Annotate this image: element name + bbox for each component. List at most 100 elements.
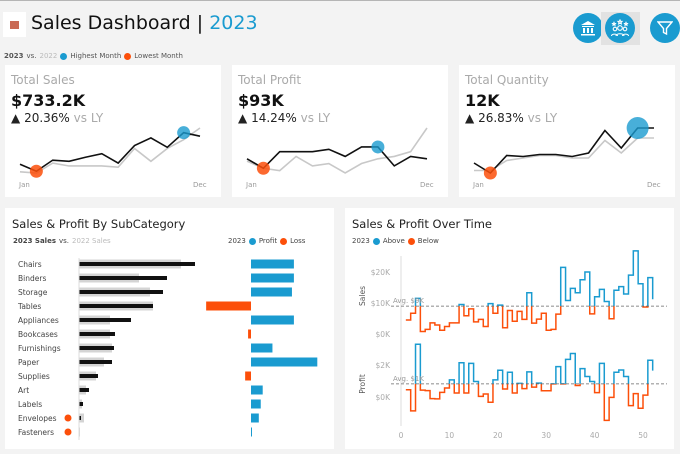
sales-2023-bar xyxy=(79,318,131,322)
year: 2023 xyxy=(209,12,258,34)
sales-tick-label: $10K xyxy=(371,299,391,308)
profit-tick-label: $2K xyxy=(376,361,392,370)
x-tick-label: 40 xyxy=(590,431,600,440)
profit-bar xyxy=(251,273,294,283)
kpi-card: Total Quantity 12K ▲ 26.83% vs LY Jan De… xyxy=(459,65,675,197)
up-triangle-icon: ▲ xyxy=(238,111,248,125)
start-month-label: Jan xyxy=(473,181,484,189)
profit-tick-label: $0K xyxy=(376,393,392,402)
customers-icon xyxy=(610,19,630,37)
category-label: Appliances xyxy=(18,316,59,325)
profit-below-line xyxy=(405,383,649,422)
overtime-title: Sales & Profit Over Time xyxy=(352,217,492,231)
highest-month-marker xyxy=(177,126,191,140)
previous-year-line xyxy=(19,127,201,174)
kpi-value: 12K xyxy=(465,91,500,110)
category-label: Supplies xyxy=(18,372,50,381)
profit-bar xyxy=(251,427,252,437)
profit-legend: 2023 Profit Loss xyxy=(228,237,306,245)
lowest-month-marker xyxy=(29,164,43,178)
up-triangle-icon: ▲ xyxy=(11,111,21,125)
sales-2023-bar xyxy=(79,416,81,420)
kpi-legend: 2023 vs. 2022 Highest Month Lowest Month xyxy=(4,52,183,60)
subcategory-chart: Chairs Binders Storage Tables Appliances Book… xyxy=(17,258,318,440)
profit-dot-icon xyxy=(248,237,256,245)
overtime-legend: 2023 Above Below xyxy=(352,237,439,245)
sales-2023-bar xyxy=(79,304,153,308)
profit-bar xyxy=(251,287,292,297)
kpi-value: $733.2K xyxy=(11,91,86,110)
category-label: Binders xyxy=(18,274,46,283)
lowest-month-marker xyxy=(256,161,270,175)
filter-button[interactable] xyxy=(650,13,680,43)
overtime-panel: Sales & Profit Over Time 2023 Above Below … xyxy=(345,208,674,449)
up-triangle-icon: ▲ xyxy=(465,111,475,125)
bank-button[interactable] xyxy=(573,13,603,43)
category-label: Labels xyxy=(18,400,42,409)
highest-month-marker xyxy=(371,140,385,154)
loss-bar xyxy=(245,371,251,381)
subcategory-title: Sales & Profit By SubCategory xyxy=(12,217,186,231)
lowest-dot-icon xyxy=(124,52,132,60)
subcategory-panel: Sales & Profit By SubCategory 2023 Sales… xyxy=(5,208,334,449)
x-tick-label: 0 xyxy=(399,431,404,440)
overtime-chart: 0 10 20 30 40 50 Sales $0K $10K $20K Avg. $9K Profi… xyxy=(358,250,667,440)
category-label: Furnishings xyxy=(18,344,61,353)
kpi-title: Total Quantity xyxy=(465,73,549,87)
profit-bar xyxy=(251,259,294,269)
previous-year-line xyxy=(474,137,654,172)
end-month-label: Dec xyxy=(193,181,207,189)
sales-tick-label: $0K xyxy=(376,330,392,339)
lowest-month-marker xyxy=(483,166,497,180)
sales-legend: 2023 Sales vs. 2022 Sales xyxy=(13,237,111,245)
sales-2023-bar xyxy=(79,374,98,378)
sales-above-line xyxy=(414,250,654,307)
kpi-title: Total Profit xyxy=(238,73,302,87)
sales-2023-bar xyxy=(79,402,83,406)
profit-above-line xyxy=(414,343,654,384)
highest-month-marker xyxy=(626,117,649,139)
flag-dot-icon xyxy=(64,414,72,422)
sparkline xyxy=(19,126,201,178)
end-month-label: Dec xyxy=(647,181,661,189)
kpi-value: $93K xyxy=(238,91,284,110)
kpi-card: Total Sales $733.2K ▲ 20.36% vs LY Jan D… xyxy=(5,65,221,197)
category-label: Paper xyxy=(18,358,40,367)
bank-icon xyxy=(581,21,595,36)
category-label: Chairs xyxy=(18,260,42,269)
sales-2023-bar xyxy=(79,346,114,350)
profit-bar xyxy=(251,385,263,395)
current-year-line xyxy=(19,131,201,173)
sales-below-line xyxy=(405,306,649,333)
loss-bar xyxy=(248,329,251,339)
page-title: Sales Dashboard | 2023 xyxy=(31,12,258,34)
kpi-change: ▲ 26.83% vs LY xyxy=(465,111,558,125)
sparkline xyxy=(246,127,428,175)
sales-2023-bar xyxy=(79,262,195,266)
current-year-line xyxy=(473,127,654,175)
profit-bar xyxy=(251,315,294,325)
profit-bar xyxy=(251,343,273,353)
category-label: Art xyxy=(18,386,29,395)
category-label: Bookcases xyxy=(18,330,58,339)
category-label: Fasteners xyxy=(18,428,54,437)
sparkline xyxy=(473,117,654,180)
x-tick-label: 20 xyxy=(493,431,503,440)
x-tick-label: 10 xyxy=(445,431,455,440)
below-dot-icon xyxy=(407,237,415,245)
previous-year-line xyxy=(246,127,428,174)
logo xyxy=(3,12,26,37)
customers-button[interactable] xyxy=(605,13,635,43)
kpi-card: Total Profit $93K ▲ 14.24% vs LY Jan Dec xyxy=(232,65,448,197)
filter-icon xyxy=(657,21,673,36)
sales-2023-bar xyxy=(79,388,89,392)
profit-axis-label: Profit xyxy=(358,374,367,394)
sales-2023-bar xyxy=(79,276,167,280)
loss-bar xyxy=(206,301,251,311)
highest-dot-icon xyxy=(60,52,68,60)
end-month-label: Dec xyxy=(420,181,434,189)
sales-2023-bar xyxy=(79,360,112,364)
sales-average-label: Avg. $9K xyxy=(393,297,424,305)
sales-2023-bar xyxy=(79,332,115,336)
sales-axis-label: Sales xyxy=(358,286,367,306)
